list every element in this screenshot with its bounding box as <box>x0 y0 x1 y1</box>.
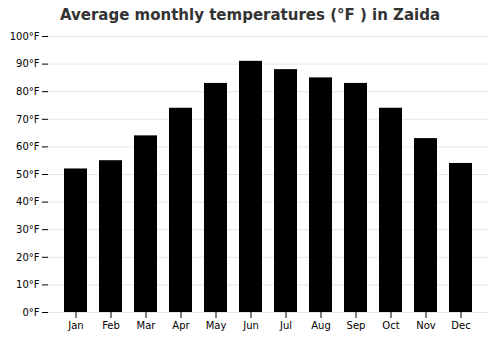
svg-text:Dec: Dec <box>451 320 470 331</box>
svg-text:Apr: Apr <box>172 320 190 331</box>
svg-text:90°F: 90°F <box>16 58 40 69</box>
svg-text:Jun: Jun <box>242 320 259 331</box>
svg-text:40°F: 40°F <box>16 196 40 207</box>
svg-text:30°F: 30°F <box>16 224 40 235</box>
svg-text:10°F: 10°F <box>16 279 40 290</box>
svg-text:Jan: Jan <box>67 320 83 331</box>
svg-text:Oct: Oct <box>382 320 399 331</box>
svg-text:Nov: Nov <box>416 320 436 331</box>
svg-text:Aug: Aug <box>311 320 331 331</box>
svg-text:70°F: 70°F <box>16 114 40 125</box>
html-text:Average monthly temperatures (: Average monthly temperatures (°F ) in Za… <box>59 6 441 24</box>
svg-text:0°F: 0°F <box>22 307 39 318</box>
svg-text:Mar: Mar <box>137 320 157 331</box>
svg-text:Feb: Feb <box>102 320 120 331</box>
svg-text:60°F: 60°F <box>16 141 40 152</box>
svg-text:Sep: Sep <box>347 320 366 331</box>
svg-text:50°F: 50°F <box>16 169 40 180</box>
svg-text:80°F: 80°F <box>16 86 40 97</box>
svg-text:20°F: 20°F <box>16 252 40 263</box>
svg-text:Jul: Jul <box>279 320 292 331</box>
svg-text:May: May <box>206 320 227 331</box>
svg-text:100°F: 100°F <box>10 31 40 42</box>
